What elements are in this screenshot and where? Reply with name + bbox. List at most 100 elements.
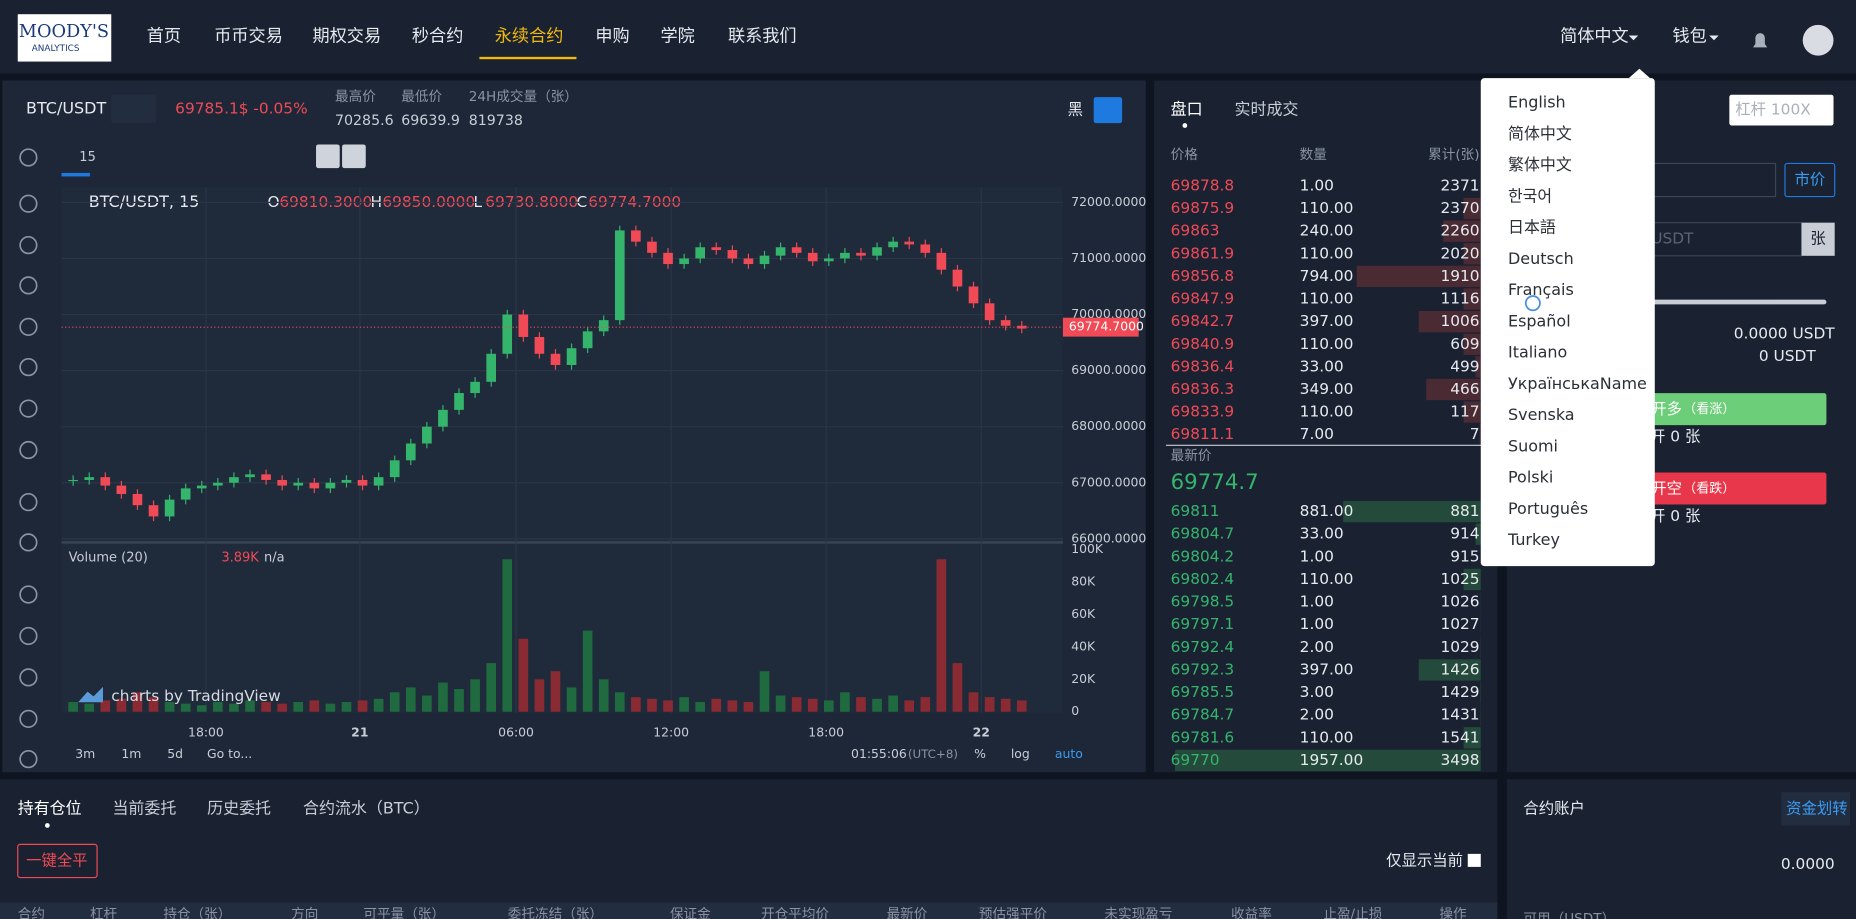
volume-bar [952,663,963,712]
transfer-button[interactable] [1781,792,1851,826]
depth-bar [1463,243,1481,265]
ob-tab[interactable]: 实时成交 [1235,100,1299,119]
tool-icon[interactable] [19,236,38,255]
tool-icon[interactable] [19,626,38,646]
range-button[interactable]: 5d [167,746,183,761]
language-option[interactable]: Français [1508,280,1574,299]
volume-bar [663,700,673,712]
candle [582,331,593,349]
buy-note: （看涨） [1683,401,1735,417]
v-tick-label: 40K [1071,638,1096,653]
undo[interactable] [316,144,340,169]
unit: 张 [1810,230,1825,248]
column-header: 收益率 [1231,905,1272,919]
scale-option[interactable]: log [1011,746,1030,761]
language-option[interactable]: English [1508,93,1566,112]
legend: BTC/USDT, 15 [89,192,200,211]
wallet-menu[interactable]: 钱包 [1673,27,1707,47]
depth-bar [1463,333,1481,355]
tool-icon[interactable] [19,194,38,213]
candle [438,409,448,427]
nav-item[interactable]: 学院 [660,27,694,47]
ob-total: 3498 [1440,751,1479,769]
tool-icon[interactable] [19,148,38,167]
language-option[interactable]: Español [1508,311,1571,330]
nav-item[interactable]: 申购 [595,27,629,47]
language-option[interactable]: 한국어 [1508,186,1552,205]
candle [920,244,931,253]
language-option[interactable]: Suomi [1508,436,1558,455]
position-tab[interactable]: 持有仓位 [18,798,82,817]
position-tab[interactable]: 合约流水（BTC） [303,798,430,817]
leverage-input[interactable] [1729,94,1834,126]
language-option[interactable]: Polski [1508,468,1553,487]
tool-icon[interactable] [19,493,38,512]
nav-item[interactable]: 联系我们 [728,27,797,47]
header [0,0,1856,74]
volume-bar [245,700,255,712]
close-all-button[interactable] [17,843,98,879]
watermark: charts by TradingView [111,687,280,705]
candle [823,258,834,262]
ob-tab[interactable]: 盘口 [1171,100,1203,119]
redo[interactable] [342,144,366,169]
market-button[interactable] [1784,162,1836,198]
position-tab[interactable]: 历史委托 [207,798,271,817]
buy: 开多 [1651,400,1682,418]
bell-icon[interactable] [1753,33,1768,48]
interval[interactable]: 15 [79,150,96,165]
nav-item[interactable]: 期权交易 [312,27,381,47]
nav-item[interactable]: 首页 [147,27,181,47]
range-button[interactable]: Go to... [207,746,252,761]
language-option[interactable]: 繁体中文 [1508,155,1572,174]
checkbox[interactable] [1467,853,1481,867]
tool-icon[interactable] [19,317,38,336]
avatar[interactable] [1802,24,1834,56]
candle [502,314,513,354]
nav-item[interactable]: 币币交易 [214,27,283,47]
y-tick-label: 68000.0000 [1071,418,1146,433]
tool-icon[interactable] [19,750,38,769]
language-option[interactable]: 日本語 [1508,218,1556,237]
ob-price: 69784.7 [1171,706,1235,724]
volume-bar [872,698,882,712]
theme-button[interactable] [1093,97,1123,124]
language-select[interactable]: 简体中文 [1560,27,1629,47]
tool-icon[interactable] [19,585,38,604]
range-button[interactable]: 3m [75,746,95,761]
tool-icon[interactable] [19,533,38,552]
column-header: 预估强平价 [979,906,1047,919]
language-option[interactable]: 简体中文 [1508,124,1572,143]
theme-label[interactable]: 黑 [1068,101,1083,119]
language-option[interactable]: Italiano [1508,343,1567,362]
tool-icon[interactable] [19,668,38,687]
pair-select[interactable] [111,94,157,124]
position-tab[interactable]: 当前委托 [112,798,176,817]
ob-price: 69840.9 [1171,335,1235,353]
tool-icon[interactable] [19,440,38,460]
candle [1016,325,1027,329]
volume-bar [325,703,336,712]
tool-icon[interactable] [19,358,38,377]
last-price-label: 69774.7000 [1069,319,1144,334]
column-header: 操作 [1439,906,1467,919]
tool-icon[interactable] [19,709,38,728]
volume-bar [293,702,304,712]
scale-option[interactable]: % [974,746,986,761]
language-option[interactable]: УкраїнськаName [1508,374,1647,393]
nav-item[interactable]: 秒合约 [412,27,463,47]
scale-option[interactable]: auto [1055,746,1083,761]
tool-icon[interactable] [19,276,38,295]
range-button[interactable]: 1m [121,746,141,761]
logo-box [17,14,112,62]
nav-item[interactable]: 永续合约 [495,27,564,47]
language-option[interactable]: Deutsch [1508,249,1574,268]
volume-bar [1016,700,1027,712]
language-option[interactable]: Português [1508,499,1588,518]
language-option[interactable]: Svenska [1508,405,1575,424]
stat-value: 69639.9 [401,113,460,129]
orderbook-panel [1154,80,1498,773]
tool-icon[interactable] [19,399,38,418]
available: 可用（USDT） [1523,911,1615,919]
language-option[interactable]: Turkey [1507,530,1560,549]
